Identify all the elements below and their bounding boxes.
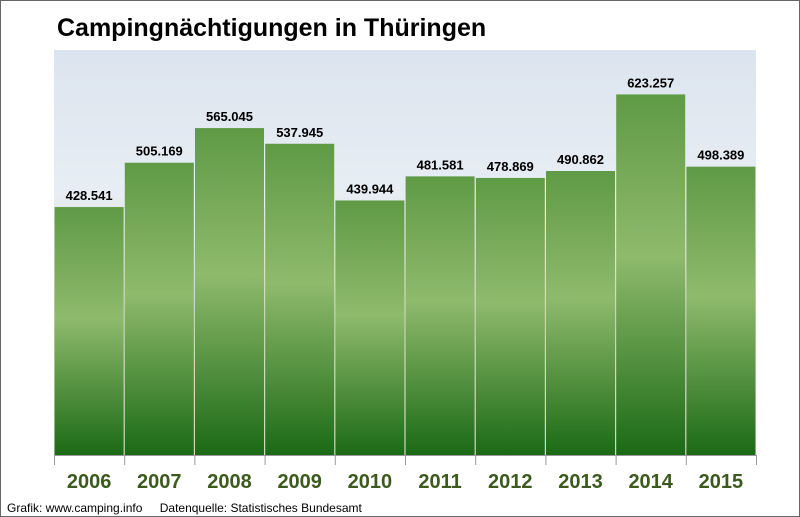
x-tick-label-2007: 2007 (137, 471, 182, 493)
bar-2009 (265, 143, 335, 456)
footer-credit: Grafik: www.camping.info (7, 501, 143, 515)
data-label-2007: 505.169 (136, 144, 183, 159)
x-tick-label-2012: 2012 (488, 471, 533, 493)
chart-title: Campingnächtigungen in Thüringen (57, 14, 487, 42)
x-tick-label-2014: 2014 (628, 471, 673, 493)
x-tick-label-2008: 2008 (207, 471, 252, 493)
bar-2013 (546, 171, 615, 455)
x-tick-label-2011: 2011 (418, 471, 461, 493)
x-tick-label-2009: 2009 (277, 471, 322, 493)
footer: Grafik: www.camping.info Datenquelle: St… (7, 501, 376, 515)
x-tick-label-2006: 2006 (67, 471, 112, 493)
data-label-2013: 490.862 (557, 152, 604, 167)
bar-2007 (124, 162, 194, 456)
data-label-2011: 481.581 (417, 157, 464, 172)
x-tick-label-2010: 2010 (348, 471, 393, 493)
bar-2008 (195, 128, 264, 455)
data-label-2015: 498.389 (697, 148, 744, 163)
data-label-2006: 428.541 (66, 188, 113, 203)
data-label-2010: 439.944 (346, 181, 394, 196)
data-label-2008: 565.045 (206, 109, 253, 124)
data-label-2009: 537.945 (276, 125, 323, 140)
bar-2006 (54, 207, 124, 455)
bar-2015 (686, 166, 756, 455)
bar-2011 (405, 176, 475, 456)
bar-2014 (616, 94, 686, 455)
x-tick-label-2015: 2015 (699, 471, 744, 493)
bar-2010 (335, 200, 405, 455)
footer-source: Datenquelle: Statistisches Bundesamt (159, 501, 362, 515)
data-label-2014: 623.257 (627, 75, 674, 90)
x-tick-label-2013: 2013 (558, 471, 603, 493)
data-label-2012: 478.869 (487, 159, 534, 174)
bar-2012 (475, 177, 545, 456)
